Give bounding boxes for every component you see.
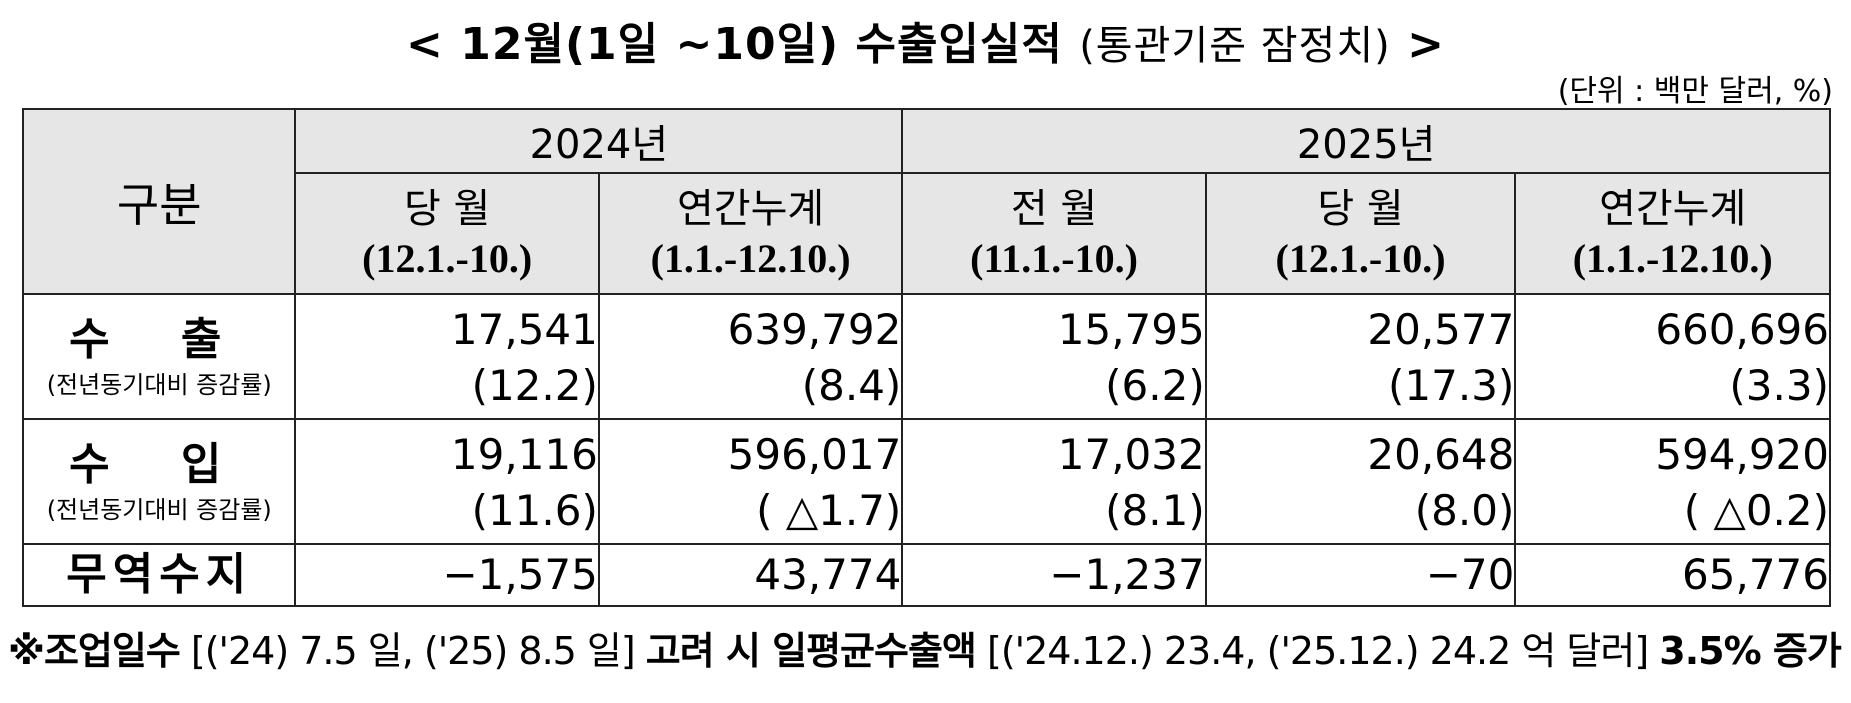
- cell-import-2025-month: 20,648 (8.0): [1204, 418, 1517, 545]
- cell-balance-2025-month: −70: [1204, 543, 1517, 607]
- title-end: >: [1407, 19, 1445, 70]
- cell-value: 594,920: [1655, 429, 1829, 479]
- cell-value: 43,774: [754, 550, 902, 599]
- cell-value: 65,776: [1682, 550, 1829, 599]
- header-year-2025: 2025년: [901, 108, 1831, 174]
- column-period: (11.1.-10.): [970, 235, 1138, 281]
- header-category: 구분: [21, 108, 297, 295]
- cell-value: 17,541: [450, 304, 598, 354]
- cell-rate: ( △1.7): [756, 485, 902, 535]
- footnote-prefix: ※조업일수: [8, 629, 181, 673]
- row-label-main: 무역수지: [66, 549, 253, 600]
- cell-export-2025-cumulative: 660,696 (3.3): [1514, 293, 1831, 420]
- cell-value: 19,116: [450, 429, 598, 479]
- footnote-result: 3.5% 증가: [1659, 629, 1842, 673]
- row-label-main: 수 출: [69, 313, 250, 365]
- title-sub: (통관기준 잠정치): [1079, 23, 1391, 69]
- cell-value: 660,696: [1655, 304, 1829, 354]
- cell-value: 17,032: [1057, 429, 1205, 479]
- row-label-note: (전년동기대비 증감률): [46, 370, 272, 399]
- table-row-balance: 무역수지 −1,575 43,774 −1,237 −70 65,776: [21, 543, 1831, 607]
- title-main: < 12월(1일 ~10일) 수출입실적: [406, 19, 1063, 70]
- cell-value: −70: [1425, 550, 1515, 599]
- cell-value: 20,648: [1367, 429, 1515, 479]
- cell-export-2025-month: 20,577 (17.3): [1204, 293, 1517, 420]
- footnote-avg: [('24.12.) 23.4, ('25.12.) 24.2 억 달러]: [987, 629, 1649, 673]
- cell-rate: (12.2): [471, 360, 598, 410]
- footnote-middle: 고려 시 일평균수출액: [645, 629, 977, 673]
- cell-rate: (6.2): [1105, 360, 1205, 410]
- column-label: 연간누계: [676, 185, 825, 232]
- page-title: < 12월(1일 ~10일) 수출입실적 (통관기준 잠정치) >: [0, 8, 1851, 72]
- cell-import-2025-prev-month: 17,032 (8.1): [901, 418, 1207, 545]
- cell-balance-2025-prev-month: −1,237: [901, 543, 1207, 607]
- footnote-days: [('24) 7.5 일, ('25) 8.5 일]: [190, 629, 636, 673]
- cell-export-2024-month: 17,541 (12.2): [294, 293, 600, 420]
- cell-rate: ( △0.2): [1683, 485, 1829, 535]
- row-label-import: 수 입 (전년동기대비 증감률): [21, 418, 297, 545]
- cell-balance-2025-cumulative: 65,776: [1514, 543, 1831, 607]
- column-label: 당 월: [404, 185, 491, 232]
- cell-value: 15,795: [1057, 304, 1205, 354]
- row-label-balance: 무역수지: [21, 543, 297, 607]
- unit-label: (단위 : 백만 달러, %): [1557, 74, 1833, 109]
- cell-value: 20,577: [1367, 304, 1515, 354]
- cell-value: 596,017: [727, 429, 902, 479]
- column-period: (12.1.-10.): [362, 235, 533, 281]
- cell-rate: (17.3): [1388, 360, 1515, 410]
- header-2024-cumulative: 연간누계 (1.1.-12.10.): [597, 172, 904, 295]
- row-label-export: 수 출 (전년동기대비 증감률): [21, 293, 297, 420]
- header-2025-prev-month: 전 월 (11.1.-10.): [901, 172, 1207, 295]
- cell-rate: (8.0): [1414, 485, 1515, 535]
- column-period: (1.1.-12.10.): [1572, 235, 1773, 281]
- trade-stats-table: 구분 2024년 2025년 당 월 (12.1.-10.) 연간누계 (1.1…: [21, 108, 1831, 607]
- column-label: 당 월: [1317, 185, 1404, 232]
- table-row-import: 수 입 (전년동기대비 증감률) 19,116 (11.6) 596,017 (…: [21, 418, 1831, 545]
- cell-balance-2024-month: −1,575: [294, 543, 600, 607]
- cell-balance-2024-cumulative: 43,774: [597, 543, 904, 607]
- cell-value: −1,575: [442, 550, 598, 599]
- header-2025-month: 당 월 (12.1.-10.): [1204, 172, 1517, 295]
- footnote: ※조업일수 [('24) 7.5 일, ('25) 8.5 일] 고려 시 일평…: [8, 620, 1842, 675]
- row-label-note: (전년동기대비 증감률): [46, 495, 272, 524]
- cell-value: −1,237: [1049, 550, 1205, 599]
- cell-rate: (11.6): [471, 485, 598, 535]
- table-row-export: 수 출 (전년동기대비 증감률) 17,541 (12.2) 639,792 (…: [21, 293, 1831, 420]
- cell-import-2025-cumulative: 594,920 ( △0.2): [1514, 418, 1831, 545]
- column-label: 전 월: [1010, 185, 1098, 232]
- cell-rate: (8.4): [801, 360, 902, 410]
- cell-rate: (8.1): [1105, 485, 1205, 535]
- column-period: (1.1.-12.10.): [650, 235, 851, 281]
- column-label: 연간누계: [1599, 185, 1747, 232]
- header-year-2024: 2024년: [294, 108, 904, 174]
- cell-rate: (3.3): [1729, 360, 1829, 410]
- row-label-main: 수 입: [69, 438, 250, 490]
- column-period: (12.1.-10.): [1275, 235, 1446, 281]
- cell-import-2024-month: 19,116 (11.6): [294, 418, 600, 545]
- cell-value: 639,792: [727, 304, 902, 354]
- header-2024-month: 당 월 (12.1.-10.): [294, 172, 600, 295]
- header-2025-cumulative: 연간누계 (1.1.-12.10.): [1514, 172, 1831, 295]
- cell-import-2024-cumulative: 596,017 ( △1.7): [597, 418, 904, 545]
- cell-export-2025-prev-month: 15,795 (6.2): [901, 293, 1207, 420]
- cell-export-2024-cumulative: 639,792 (8.4): [597, 293, 904, 420]
